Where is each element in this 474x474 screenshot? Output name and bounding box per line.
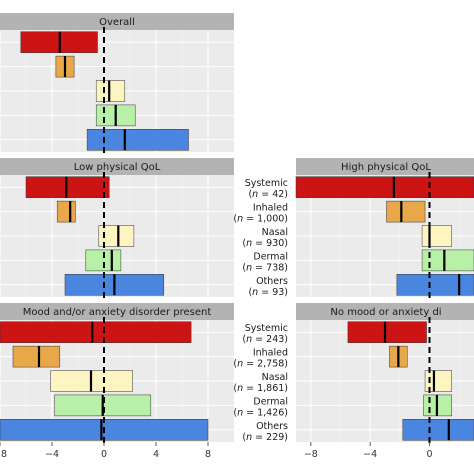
panel-4-n-dermal: (n = 738): [242, 262, 288, 273]
panel-1-bar-others: [86, 129, 189, 151]
panel-4-n-inhaled: (n = 1,000): [233, 214, 288, 225]
panel-1-bar-nasal: [95, 80, 126, 102]
panel-3-x-tick-label: −4: [45, 449, 59, 460]
panel-5-bar-nasal: [424, 370, 452, 392]
panel-3-bar-inhaled: [12, 345, 61, 368]
panel-5-bar-others: [402, 419, 474, 441]
panel-4-bar-systemic: [295, 176, 474, 198]
panel-4-n-others: (n = 93): [248, 287, 288, 298]
panel-5-x-tick-label: −4: [363, 449, 377, 460]
panel-1-strip: [0, 13, 234, 30]
panel-4-bar-dermal: [421, 249, 474, 272]
panel-3-bar-systemic: [0, 321, 192, 343]
panel-4-strip: [296, 158, 474, 175]
panel-2-bar-nasal: [98, 225, 135, 247]
panel-4-label-inhaled: Inhaled: [253, 203, 288, 214]
panel-5-bar-systemic: [347, 321, 427, 343]
panel-5-label-inhaled: Inhaled: [253, 348, 288, 359]
panel-1-title: Overall: [99, 17, 135, 28]
panel-5-n-nasal: (n = 1,861): [233, 383, 288, 394]
panel-3-x-tick-label: −8: [0, 449, 7, 460]
panel-3-x-tick-label: 4: [153, 449, 159, 460]
panel-4-bar-inhaled: [386, 200, 426, 223]
panel-4-label-systemic: Systemic: [245, 178, 288, 189]
panel-2-bar-inhaled: [56, 200, 76, 223]
panel-4-label-nasal: Nasal: [262, 227, 288, 238]
panel-3-x-tick-label: 8: [205, 449, 211, 460]
panel-5-n-others: (n = 229): [242, 432, 288, 443]
panel-4-label-others: Others: [256, 276, 288, 287]
panel-2-bar-systemic: [25, 176, 110, 198]
panel-5-label-nasal: Nasal: [262, 372, 288, 383]
panel-5-n-systemic: (n = 243): [242, 334, 288, 345]
panel-4-label-dermal: Dermal: [253, 251, 288, 262]
panel-3-title: Mood and/or anxiety disorder present: [23, 307, 212, 318]
panel-5-n-dermal: (n = 1,426): [233, 407, 288, 418]
panel-3-x-tick-label: 0: [101, 449, 107, 460]
panel-4-bar-others: [396, 274, 474, 296]
panel-5-x-tick-label: −8: [304, 449, 318, 460]
panel-5-strip: [296, 303, 474, 320]
panel-3-strip: [0, 303, 234, 320]
panel-4-n-systemic: (n = 42): [248, 189, 288, 200]
panel-4-bar-nasal: [421, 225, 453, 247]
panel-5-label-dermal: Dermal: [253, 396, 288, 407]
panel-5-x-tick-label: 0: [426, 449, 432, 460]
panel-5-label-systemic: Systemic: [245, 323, 288, 334]
panel-4-n-nasal: (n = 930): [242, 238, 288, 249]
panel-5-n-inhaled: (n = 2,758): [233, 359, 288, 370]
panel-2-title: Low physical QoL: [74, 162, 161, 173]
panel-5-title: No mood or anxiety di: [330, 307, 441, 318]
panel-4-title: High physical QoL: [341, 162, 431, 173]
panel-5-label-others: Others: [256, 421, 288, 432]
panel-2-strip: [0, 158, 234, 175]
